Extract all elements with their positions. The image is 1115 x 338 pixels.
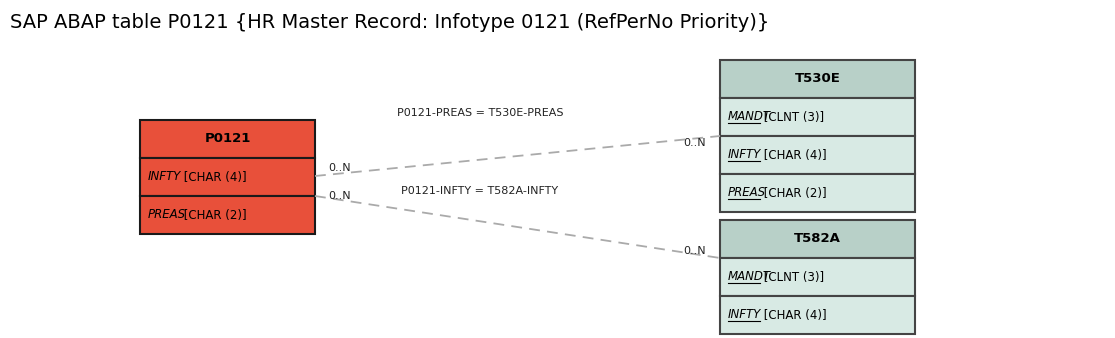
Text: [CHAR (4)]: [CHAR (4)] (760, 309, 827, 321)
Text: PREAS: PREAS (148, 209, 186, 221)
Bar (720, 296, 915, 334)
Text: [CHAR (4)]: [CHAR (4)] (181, 170, 248, 184)
Text: P0121-PREAS = T530E-PREAS: P0121-PREAS = T530E-PREAS (397, 108, 563, 118)
Bar (140, 196, 316, 234)
Text: MANDT: MANDT (728, 270, 770, 284)
Text: INFTY: INFTY (728, 309, 762, 321)
Text: [CHAR (4)]: [CHAR (4)] (760, 148, 827, 162)
Text: [CLNT (3)]: [CLNT (3)] (760, 111, 825, 123)
Text: MANDT: MANDT (728, 111, 770, 123)
Text: 0..N: 0..N (683, 246, 706, 256)
Text: T582A: T582A (794, 233, 841, 245)
Bar (140, 158, 316, 196)
Text: P0121: P0121 (204, 132, 251, 145)
Text: SAP ABAP table P0121 {HR Master Record: Infotype 0121 (RefPerNo Priority)}: SAP ABAP table P0121 {HR Master Record: … (10, 13, 769, 31)
Text: PREAS: PREAS (728, 187, 766, 199)
Bar (720, 98, 915, 136)
Text: [CHAR (2)]: [CHAR (2)] (181, 209, 248, 221)
Text: P0121-INFTY = T582A-INFTY: P0121-INFTY = T582A-INFTY (401, 186, 559, 196)
Text: 0..N: 0..N (328, 163, 350, 173)
Bar (720, 174, 915, 212)
Text: INFTY: INFTY (148, 170, 182, 184)
Bar (720, 60, 915, 98)
Bar (720, 258, 915, 296)
Text: 0..N: 0..N (328, 191, 350, 201)
Text: 0..N: 0..N (683, 138, 706, 148)
Bar (720, 220, 915, 258)
Text: INFTY: INFTY (728, 148, 762, 162)
Text: [CHAR (2)]: [CHAR (2)] (760, 187, 827, 199)
Bar (140, 120, 316, 158)
Text: T530E: T530E (795, 72, 841, 86)
Text: [CLNT (3)]: [CLNT (3)] (760, 270, 825, 284)
Bar (720, 136, 915, 174)
